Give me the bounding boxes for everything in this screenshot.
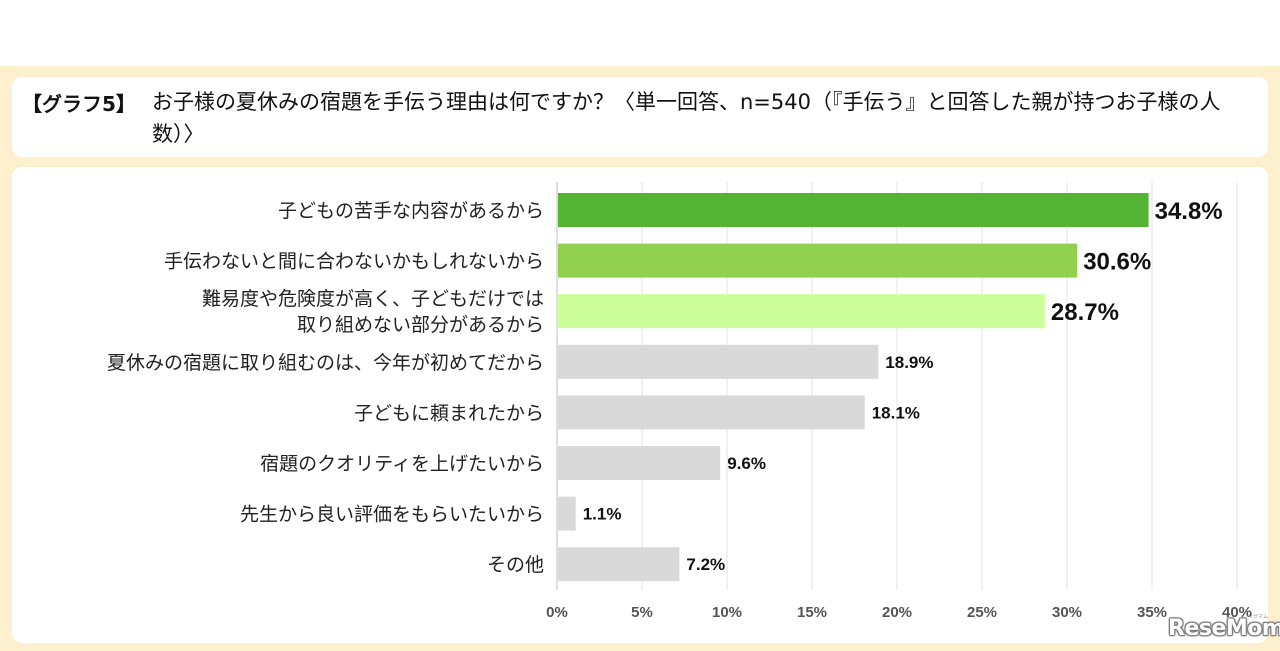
data-label: 34.8%: [1155, 198, 1223, 225]
data-label: 18.1%: [872, 403, 920, 422]
chart-title: お子様の夏休みの宿題を手伝う理由は何ですか？〈単一回答、n=540（『手伝う』と…: [152, 90, 1221, 146]
x-tick-label: 30%: [1052, 604, 1082, 621]
category-label: 先生から良い評価をもらいたいから: [240, 504, 544, 526]
category-label: 宿題のクオリティを上げたいから: [260, 453, 544, 475]
chart-tag: 【グラフ5】: [22, 92, 136, 116]
bar: [558, 446, 721, 480]
data-label: 1.1%: [583, 505, 622, 524]
title-panel: [12, 77, 1268, 157]
x-tick-label: 15%: [797, 604, 827, 621]
x-tick-label: 25%: [967, 604, 997, 621]
watermark-subtext: リセマム: [1248, 614, 1269, 620]
category-label: 子どもに頼まれたから: [354, 402, 544, 424]
data-label: 28.7%: [1051, 299, 1119, 326]
data-label: 9.6%: [727, 454, 766, 473]
category-label: 子どもの苦手な内容があるから: [278, 200, 544, 222]
x-tick-label: 35%: [1137, 604, 1167, 621]
bar: [558, 344, 879, 379]
x-tick-label: 10%: [712, 604, 742, 621]
bar: [558, 294, 1045, 329]
x-tick-label: 5%: [631, 604, 653, 621]
category-label: 手伝わないと間に合わないかもしれないから: [164, 251, 544, 273]
x-tick-label: 40%: [1222, 604, 1252, 621]
bar: [558, 496, 576, 531]
data-label: 18.9%: [885, 353, 933, 372]
bar: [558, 193, 1149, 227]
category-label: 取り組めない部分があるから: [297, 314, 544, 336]
bar: [558, 547, 680, 582]
category-label: 夏休みの宿題に取り組むのは、今年が初めてだから: [107, 352, 544, 374]
data-label: 30.6%: [1083, 249, 1151, 276]
x-tick-label: 20%: [882, 604, 912, 621]
bar: [558, 243, 1078, 278]
x-tick-label: 0%: [546, 604, 568, 621]
data-label: 7.2%: [686, 555, 725, 574]
category-label: その他: [487, 554, 544, 576]
category-label: 難易度や危険度が高く、子どもだけでは: [202, 288, 544, 310]
watermark-logo: ReseMom: [1168, 616, 1280, 641]
bar: [558, 395, 865, 430]
